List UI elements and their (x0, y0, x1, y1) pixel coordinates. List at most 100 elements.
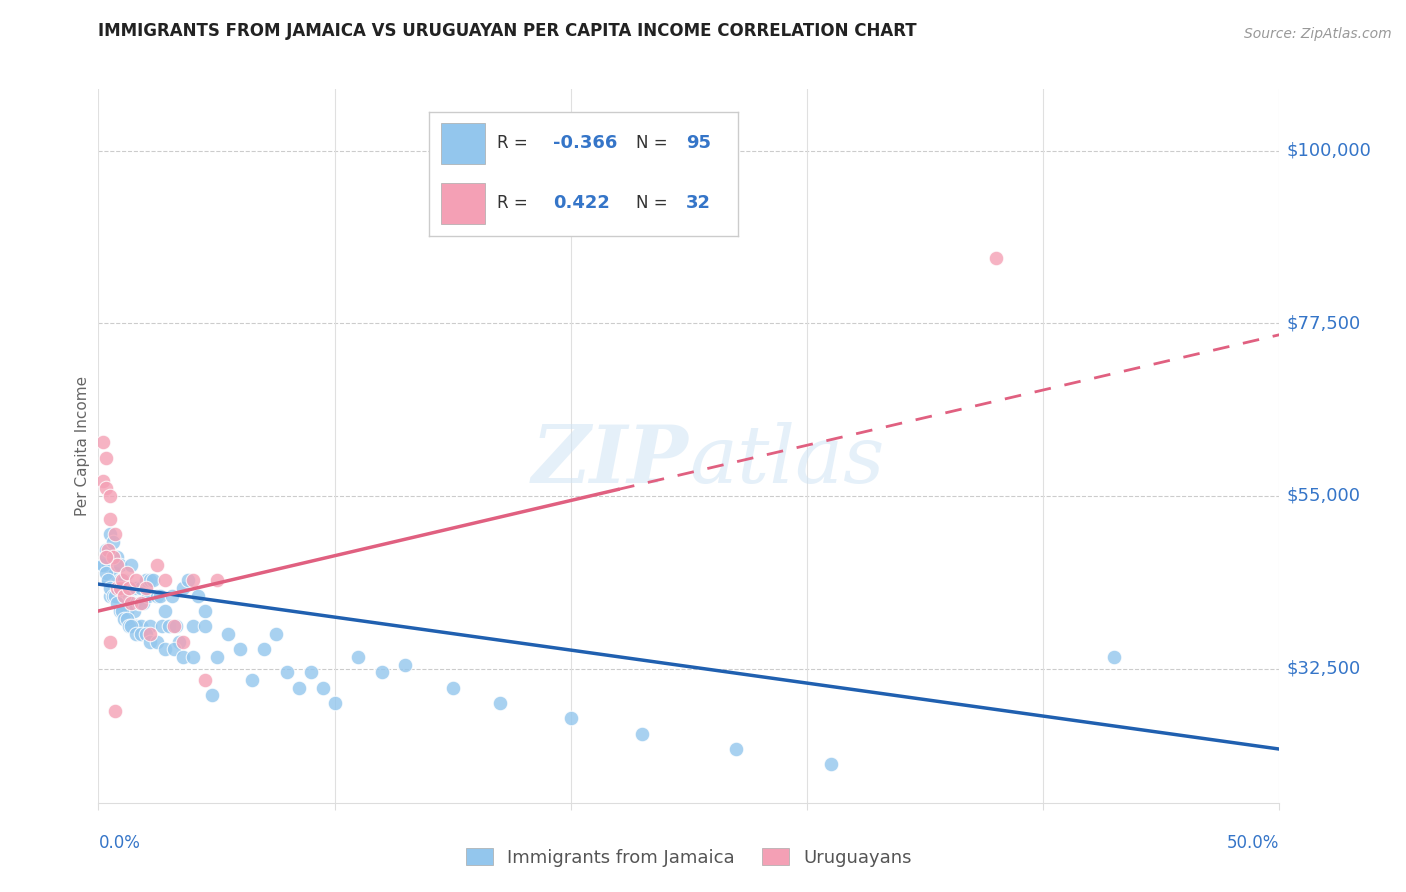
Text: Source: ZipAtlas.com: Source: ZipAtlas.com (1244, 27, 1392, 41)
Point (194, 673, 217, 687)
Text: $100,000: $100,000 (1286, 142, 1371, 160)
Point (157, 619, 180, 633)
Point (111, 574, 134, 588)
Point (112, 581, 135, 595)
Point (560, 711, 582, 725)
Point (135, 627, 157, 641)
Point (172, 581, 194, 595)
Text: atlas: atlas (689, 422, 884, 499)
Point (205, 574, 228, 588)
Point (115, 604, 138, 618)
Point (167, 634, 190, 648)
Point (276, 665, 298, 680)
Point (125, 619, 148, 633)
Point (177, 574, 200, 588)
Point (187, 589, 209, 603)
Text: 95: 95 (686, 135, 711, 153)
Text: IMMIGRANTS FROM JAMAICA VS URUGUAYAN PER CAPITA INCOME CORRELATION CHART: IMMIGRANTS FROM JAMAICA VS URUGUAYAN PER… (98, 22, 917, 40)
Text: ZIP: ZIP (531, 422, 689, 499)
Point (163, 619, 186, 633)
Point (229, 642, 252, 657)
Text: 0.0%: 0.0% (98, 834, 141, 852)
Point (347, 650, 370, 665)
Point (104, 581, 127, 595)
Point (129, 581, 152, 595)
Point (101, 566, 124, 580)
Point (150, 619, 173, 633)
Point (153, 604, 176, 618)
Point (97, 574, 120, 588)
Point (139, 619, 162, 633)
Point (104, 704, 127, 718)
Point (194, 604, 217, 618)
Point (94, 542, 117, 557)
Point (205, 650, 228, 665)
Point (820, 757, 842, 772)
Point (105, 596, 128, 610)
Point (115, 566, 138, 580)
Point (91, 558, 114, 572)
Point (149, 589, 172, 603)
Point (104, 566, 127, 580)
Point (128, 596, 150, 610)
Point (441, 681, 464, 695)
Point (132, 596, 155, 610)
Text: R =: R = (498, 135, 527, 153)
Point (121, 558, 143, 572)
Point (98, 581, 121, 595)
Point (165, 619, 187, 633)
Point (299, 665, 322, 680)
Point (129, 596, 152, 610)
Point (118, 619, 141, 633)
Point (111, 574, 134, 588)
Point (153, 642, 176, 657)
Point (94, 550, 117, 565)
Point (630, 727, 652, 741)
Point (122, 596, 145, 610)
Text: R =: R = (498, 194, 527, 212)
Point (91, 474, 114, 488)
Point (181, 650, 204, 665)
Point (122, 604, 145, 618)
Point (129, 627, 152, 641)
Point (94, 450, 117, 465)
Text: $32,500: $32,500 (1286, 659, 1361, 678)
Point (139, 574, 162, 588)
FancyBboxPatch shape (441, 183, 485, 224)
Point (146, 558, 169, 572)
Point (146, 634, 169, 648)
Text: $55,000: $55,000 (1286, 487, 1361, 505)
Point (101, 589, 124, 603)
Point (163, 642, 186, 657)
Point (264, 627, 287, 641)
Point (97, 542, 120, 557)
Point (194, 619, 217, 633)
Point (108, 574, 131, 588)
Point (91, 435, 114, 450)
Point (253, 642, 276, 657)
Y-axis label: Per Capita Income: Per Capita Income (75, 376, 90, 516)
Point (201, 689, 224, 703)
FancyBboxPatch shape (441, 123, 485, 164)
Point (153, 574, 176, 588)
Point (181, 574, 204, 588)
Point (112, 612, 135, 626)
Point (104, 589, 127, 603)
Point (115, 589, 138, 603)
Point (112, 574, 135, 588)
Point (323, 696, 346, 710)
Point (108, 558, 131, 572)
Point (98, 527, 121, 541)
Point (108, 604, 131, 618)
Text: 32: 32 (686, 194, 711, 212)
Text: $77,500: $77,500 (1286, 314, 1361, 332)
Point (91, 558, 114, 572)
Point (115, 612, 138, 626)
Point (118, 581, 141, 595)
Point (121, 596, 143, 610)
Point (98, 512, 121, 526)
Point (94, 566, 117, 580)
Text: N =: N = (637, 194, 668, 212)
Point (105, 558, 128, 572)
Point (240, 673, 263, 687)
